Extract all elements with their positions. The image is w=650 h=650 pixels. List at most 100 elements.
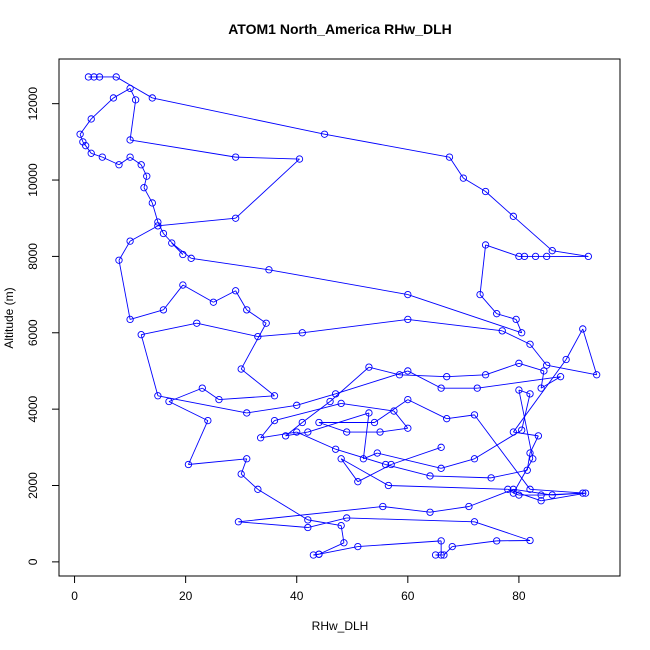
series-segment — [118, 240, 131, 261]
data-point — [148, 199, 156, 207]
data-point — [470, 411, 479, 419]
series-segment — [329, 366, 370, 402]
data-point — [459, 174, 468, 182]
data-point — [404, 290, 412, 299]
series-segment — [143, 187, 153, 204]
series-segment — [541, 492, 586, 502]
data-point — [154, 392, 162, 400]
data-point — [481, 241, 490, 249]
data-point — [537, 497, 545, 505]
data-point — [470, 455, 479, 463]
series-segment — [129, 309, 164, 320]
data-point — [154, 222, 162, 230]
data-point — [548, 491, 556, 499]
data-point — [493, 537, 501, 545]
series-segment — [512, 359, 567, 433]
data-point — [437, 443, 445, 451]
data-point — [115, 256, 123, 264]
data-point — [132, 96, 140, 104]
data-point — [365, 409, 373, 417]
data-point — [326, 397, 334, 406]
series-segment — [235, 156, 300, 160]
data-point — [243, 455, 251, 463]
plot-frame — [58, 58, 621, 577]
series-segment — [246, 404, 297, 414]
data-point — [237, 470, 245, 478]
series-segment — [393, 410, 409, 429]
series-segment — [518, 362, 545, 372]
data-point — [262, 319, 270, 327]
series-segment — [191, 257, 270, 271]
series-segment — [485, 191, 514, 217]
series-segment — [446, 374, 486, 378]
data-point — [584, 252, 592, 261]
series-segment — [449, 156, 464, 179]
series-segment — [302, 318, 408, 334]
series-segment — [540, 376, 561, 389]
series-segment — [129, 99, 137, 141]
data-point — [76, 130, 84, 138]
data-point — [304, 428, 312, 436]
data-point — [148, 94, 156, 102]
y-tick-label: 2000 — [26, 472, 40, 499]
data-point — [270, 416, 279, 425]
data-point — [337, 521, 345, 530]
y-tick-label: 12000 — [26, 87, 40, 121]
series-segment — [260, 431, 297, 439]
series-segment — [257, 488, 309, 521]
series-segment — [446, 414, 475, 420]
data-point — [529, 455, 537, 463]
data-point — [370, 418, 379, 427]
series-segment — [521, 393, 531, 431]
series-segment — [529, 488, 586, 494]
data-point — [126, 237, 134, 245]
data-point — [84, 73, 93, 81]
series-segment — [479, 294, 498, 314]
series-segment — [341, 402, 394, 412]
data-point — [234, 518, 243, 526]
series-segment — [441, 458, 475, 469]
series-segment — [188, 420, 209, 465]
series-segment — [474, 414, 531, 490]
series-segment — [140, 164, 148, 177]
data-point — [509, 212, 518, 220]
data-point — [404, 395, 412, 404]
series-segment — [357, 540, 442, 548]
data-point — [209, 298, 218, 306]
data-point — [515, 386, 523, 394]
data-point — [487, 474, 495, 482]
y-tick-label: 10000 — [26, 163, 40, 197]
data-point — [254, 332, 262, 341]
data-point — [87, 149, 95, 157]
series-segment — [388, 485, 508, 490]
data-point — [384, 481, 393, 490]
data-point — [179, 281, 187, 289]
series-segment — [307, 519, 342, 527]
data-point — [137, 161, 145, 169]
series-segment — [512, 458, 534, 494]
data-point — [270, 392, 279, 400]
data-point — [331, 390, 340, 398]
data-point — [537, 384, 545, 392]
data-point — [579, 325, 587, 333]
x-axis-label: RHw_DLH — [312, 619, 369, 633]
series-segment — [335, 370, 408, 395]
data-point — [387, 460, 395, 469]
series-segment — [141, 322, 197, 336]
data-point — [509, 489, 518, 497]
data-point — [143, 172, 151, 180]
series-segment — [430, 475, 492, 479]
data-point — [304, 516, 312, 524]
data-point — [354, 478, 362, 486]
data-point — [243, 409, 251, 417]
series-segment — [479, 244, 487, 295]
data-point — [404, 424, 412, 432]
series-segment — [477, 376, 561, 389]
data-point — [476, 290, 484, 299]
data-point — [426, 472, 434, 480]
x-tick-label: 60 — [401, 589, 415, 603]
series-segment — [452, 540, 497, 548]
series-segment — [513, 488, 553, 496]
data-point — [187, 254, 195, 262]
data-point — [470, 518, 479, 526]
